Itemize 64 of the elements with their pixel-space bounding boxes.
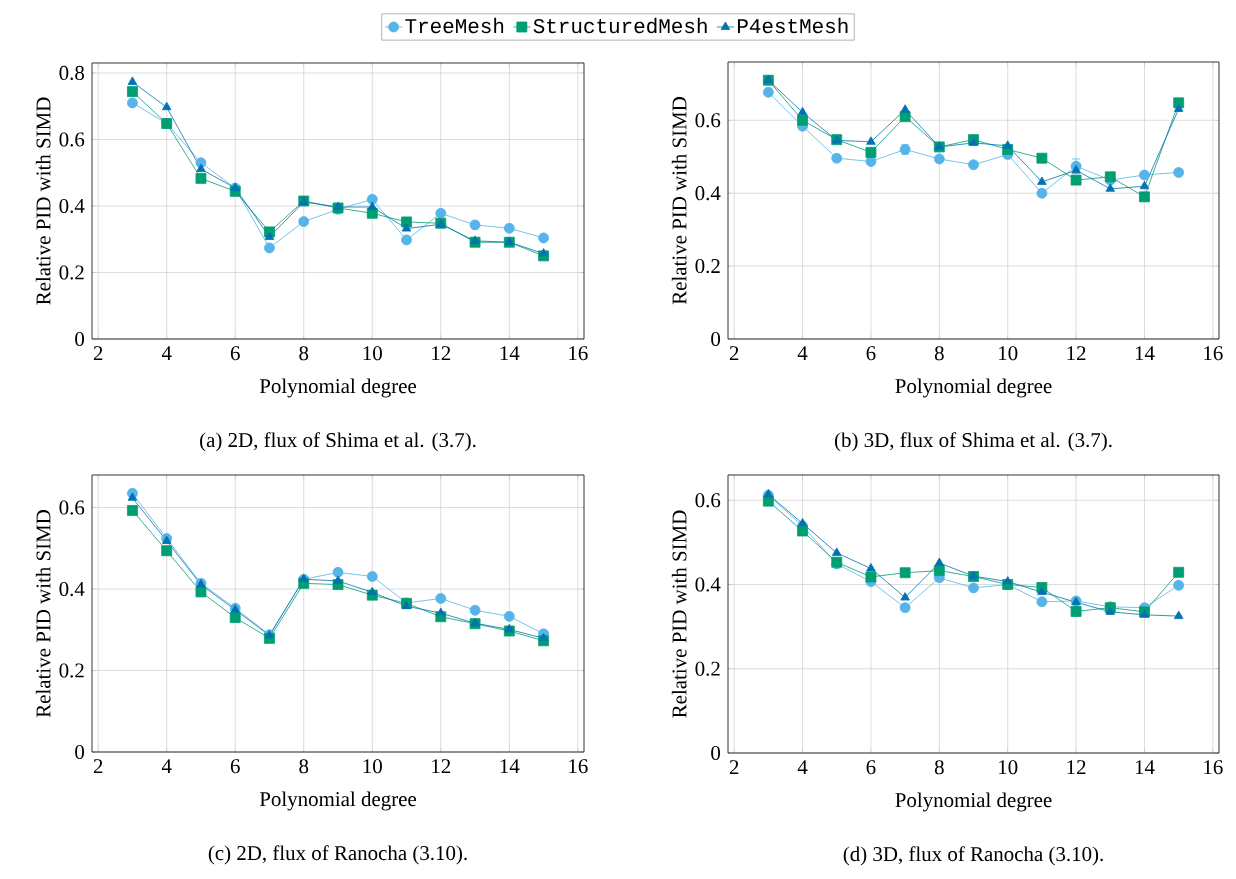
y-axis-title: Relative PID with SIMD <box>671 97 687 305</box>
legend-label: StructuredMesh <box>533 17 707 34</box>
x-axis-title: Polynomial degree <box>259 378 417 398</box>
x-tick-label: 2 <box>93 759 103 774</box>
y-tick-label: 0.4 <box>695 577 721 592</box>
x-tick-label: 12 <box>1067 346 1086 361</box>
x-tick-label: 16 <box>1204 760 1223 775</box>
x-axis-title: Polynomial degree <box>259 791 417 811</box>
x-tick-label: 10 <box>999 760 1018 775</box>
x-tick-label: 16 <box>569 346 588 361</box>
x-tick-label: 6 <box>866 760 876 775</box>
y-tick-label: 0.2 <box>695 661 720 676</box>
x-tick-label: 10 <box>999 346 1018 361</box>
y-tick-label: 0 <box>711 745 721 761</box>
y-tick-label: 0.2 <box>59 265 84 280</box>
y-tick-label: 0 <box>75 331 85 347</box>
x-axis-title: Polynomial degree <box>895 792 1052 812</box>
y-tick-label: 0.2 <box>59 663 84 678</box>
y-axis-title: Relative PID with SIMD <box>35 510 51 718</box>
x-tick-label: 4 <box>161 346 172 360</box>
y-tick-label: 0.2 <box>695 259 720 274</box>
x-tick-label: 8 <box>934 760 944 775</box>
x-tick-label: 4 <box>161 759 172 773</box>
y-axis-title: Relative PID with SIMD <box>671 510 687 718</box>
x-tick-label: 2 <box>729 346 739 361</box>
legend-label: TreeMesh <box>405 17 504 34</box>
y-tick-label: 0.6 <box>695 493 721 508</box>
x-tick-label: 12 <box>1067 760 1086 775</box>
y-tick-label: 0.4 <box>59 581 85 597</box>
text: (b) 3D, flux of Shima et al. (3.7). <box>834 432 1112 452</box>
text: (d) 3D, flux of Ranocha (3.10). <box>843 846 1103 866</box>
x-tick-label: 14 <box>1135 346 1155 360</box>
y-tick-label: 0.4 <box>59 198 85 214</box>
x-axis-title: Polynomial degree <box>895 378 1052 398</box>
x-tick-label: 8 <box>299 346 309 361</box>
x-tick-label: 16 <box>1204 346 1223 361</box>
x-tick-label: 8 <box>934 346 944 361</box>
x-tick-label: 10 <box>363 346 382 361</box>
x-tick-label: 2 <box>93 346 103 361</box>
x-tick-label: 4 <box>797 346 808 360</box>
y-tick-label: 0.6 <box>59 500 85 515</box>
x-tick-label: 6 <box>866 346 876 361</box>
y-tick-label: 0.6 <box>59 132 85 147</box>
x-tick-label: 12 <box>432 759 451 774</box>
x-tick-label: 8 <box>299 759 309 774</box>
x-tick-label: 12 <box>432 346 451 361</box>
x-tick-label: 10 <box>363 759 382 774</box>
x-tick-label: 4 <box>797 760 808 774</box>
x-tick-label: 14 <box>1135 760 1155 774</box>
x-tick-label: 6 <box>230 346 240 361</box>
y-axis-title: Relative PID with SIMD <box>35 97 51 305</box>
x-tick-label: 14 <box>500 759 520 773</box>
y-tick-label: 0.8 <box>59 65 85 81</box>
x-tick-label: 6 <box>230 759 240 774</box>
y-tick-label: 0.4 <box>695 186 721 201</box>
y-tick-label: 0.6 <box>695 113 721 128</box>
x-tick-label: 14 <box>500 346 520 360</box>
legend-label: P4estMesh <box>737 17 848 34</box>
x-tick-label: 16 <box>569 759 588 774</box>
y-tick-label: 0 <box>711 331 721 347</box>
text: (a) 2D, flux of Shima et al. (3.7). <box>200 432 476 452</box>
x-tick-label: 2 <box>729 760 739 775</box>
y-tick-label: 0 <box>75 744 85 760</box>
text: (c) 2D, flux of Ranocha (3.10). <box>208 845 467 865</box>
